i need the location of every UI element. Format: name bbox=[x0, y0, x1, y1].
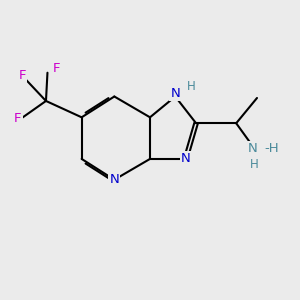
Text: H: H bbox=[250, 158, 258, 171]
Text: F: F bbox=[18, 69, 26, 82]
Text: -H: -H bbox=[265, 142, 279, 155]
Text: H: H bbox=[187, 80, 196, 93]
Text: F: F bbox=[14, 112, 22, 125]
Text: N: N bbox=[170, 87, 180, 100]
Text: N: N bbox=[181, 152, 190, 165]
Text: F: F bbox=[52, 62, 60, 75]
Text: N: N bbox=[248, 142, 257, 155]
Text: N: N bbox=[110, 173, 119, 186]
